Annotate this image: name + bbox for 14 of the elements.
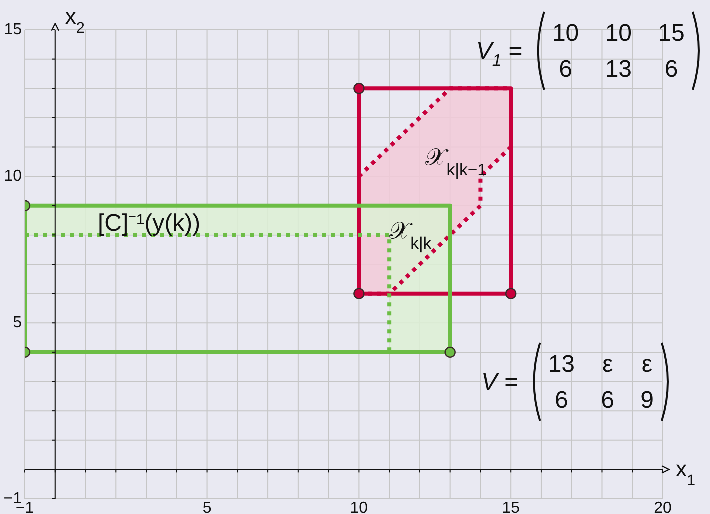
- series-label: 𝒳$_{k|k}$: [390, 218, 432, 253]
- series-label: 𝒳$_{k|k−1}$: [426, 144, 487, 180]
- x-tick-label: 10: [350, 500, 368, 514]
- series-label: [C]⁻¹(y(k)): [98, 210, 201, 237]
- x-axis-title: x$_{1}$: [676, 456, 696, 490]
- text: V$_{1}$ = 10 10 15 6 13 6: [476, 20, 685, 82]
- y-tick-label: 5: [13, 314, 22, 332]
- text: V = 13 ε ε 6 6 9: [482, 350, 654, 414]
- y-axis-title: x$_{2}$: [65, 4, 85, 36]
- x-tick-label: 20: [654, 500, 672, 514]
- x-tick-label: 5: [202, 500, 212, 514]
- y-tick-label: 15: [4, 22, 22, 38]
- y-tick-label: 10: [4, 168, 22, 186]
- x-tick-label: 15: [502, 500, 520, 514]
